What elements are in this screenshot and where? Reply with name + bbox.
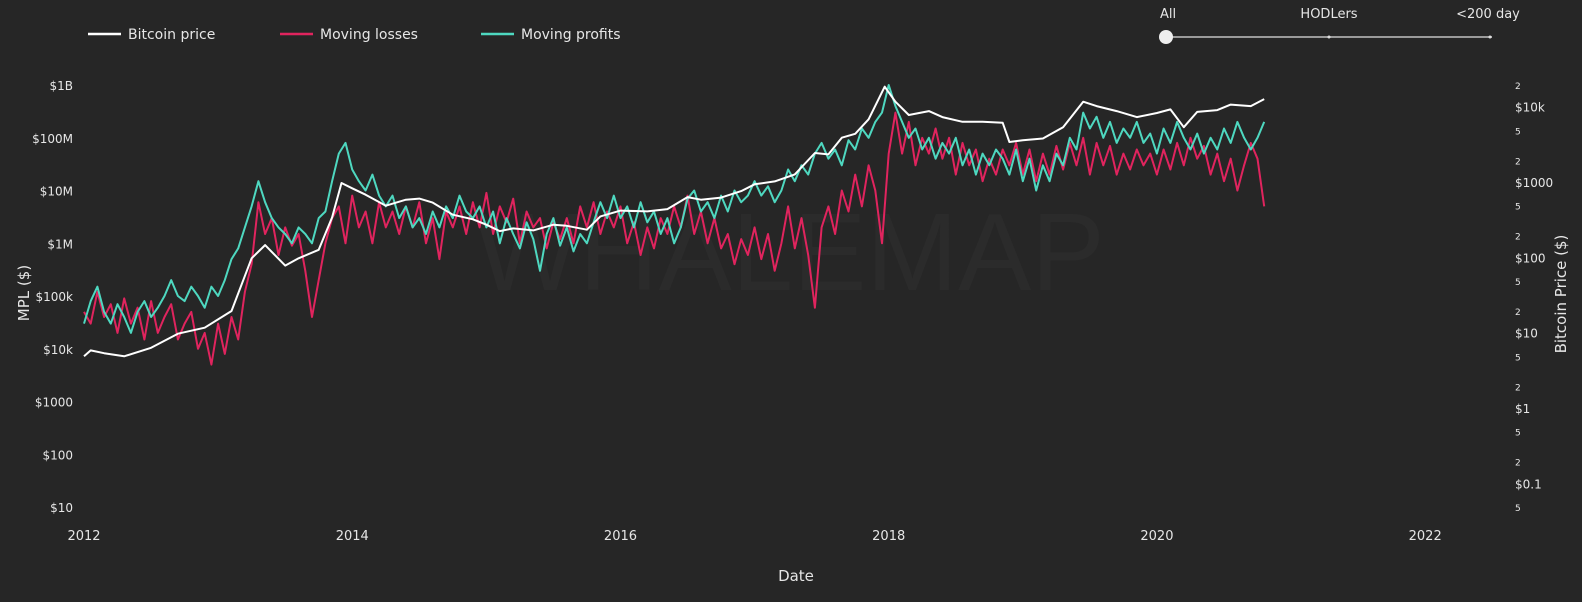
left-tick-label: $10k (43, 343, 73, 357)
x-tick-label-2016: 2016 (604, 529, 637, 544)
right-minor-tick-label: 5 (1515, 203, 1521, 213)
slider-label-under-200-day[interactable]: <200 day (1456, 7, 1520, 22)
right-tick-label: $10 (1515, 327, 1538, 341)
x-tick-label-2018: 2018 (872, 529, 905, 544)
left-tick-label: $1M (47, 237, 73, 251)
slider-label-all[interactable]: All (1160, 7, 1176, 22)
series-line-moving-profits (83, 84, 1266, 334)
right-minor-tick-label: 5 (1515, 127, 1521, 137)
left-axis: $1B $100M $10M $1M $100k $10k $1000 $100 $10 (32, 79, 73, 515)
right-minor-tick-label: 5 (1515, 278, 1521, 288)
x-axis-title: Date (778, 567, 814, 585)
right-tick-label: $1000 (1515, 176, 1553, 190)
series-line-bitcoin-price (83, 85, 1265, 358)
right-minor-tick-label: 2 (1515, 82, 1521, 92)
legend-label-bitcoin-price: Bitcoin price (128, 27, 215, 43)
left-tick-label: $1B (49, 79, 73, 93)
right-tick-label: $0.1 (1515, 477, 1542, 491)
legend: Bitcoin price Moving losses Moving profi… (88, 27, 621, 43)
right-minor-tick-label: 2 (1515, 308, 1521, 318)
watermark-text: WHALEMAP (475, 191, 1105, 314)
left-tick-label: $100M (32, 132, 73, 146)
left-axis-title: MPL ($) (15, 265, 33, 321)
right-tick-label: $1 (1515, 402, 1530, 416)
x-tick-label-2022: 2022 (1409, 529, 1442, 544)
holder-filter-slider[interactable]: All HODLers <200 day (1159, 7, 1520, 44)
x-tick-label-2020: 2020 (1140, 529, 1173, 544)
right-tick-label: $10k (1515, 101, 1545, 115)
right-minor-tick-label: 5 (1515, 353, 1521, 363)
right-axis-title: Bitcoin Price ($) (1552, 235, 1570, 354)
left-tick-label: $100k (36, 290, 74, 304)
series-line-moving-losses (83, 111, 1266, 366)
right-axis: 2 $10k 5 2 $1000 5 2 $100 5 2 $10 5 2 $1 5 2 $0.1 5 (1515, 82, 1553, 514)
legend-label-moving-profits: Moving profits (521, 27, 621, 43)
right-minor-tick-label: 5 (1515, 504, 1521, 514)
slider-stop-under-200-day (1488, 35, 1492, 39)
left-tick-label: $1000 (35, 396, 73, 410)
watermark: WHALEMAP (475, 191, 1105, 314)
right-tick-label: $100 (1515, 251, 1546, 265)
x-tick-label-2012: 2012 (67, 529, 100, 544)
right-minor-tick-label: 2 (1515, 233, 1521, 243)
right-minor-tick-label: 5 (1515, 429, 1521, 439)
x-tick-label-2014: 2014 (336, 529, 369, 544)
slider-handle[interactable] (1159, 30, 1173, 44)
right-minor-tick-label: 2 (1515, 459, 1521, 469)
slider-stop-hodlers (1327, 35, 1331, 39)
right-minor-tick-label: 2 (1515, 383, 1521, 393)
left-tick-label: $10M (40, 185, 73, 199)
left-tick-label: $10 (50, 501, 73, 515)
x-axis: 2012 2014 2016 2018 2020 2022 (67, 529, 1441, 544)
slider-label-hodlers[interactable]: HODLers (1300, 7, 1357, 22)
plot-area (83, 84, 1266, 366)
left-tick-label: $100 (42, 448, 73, 462)
right-minor-tick-label: 2 (1515, 157, 1521, 167)
legend-label-moving-losses: Moving losses (320, 27, 418, 43)
